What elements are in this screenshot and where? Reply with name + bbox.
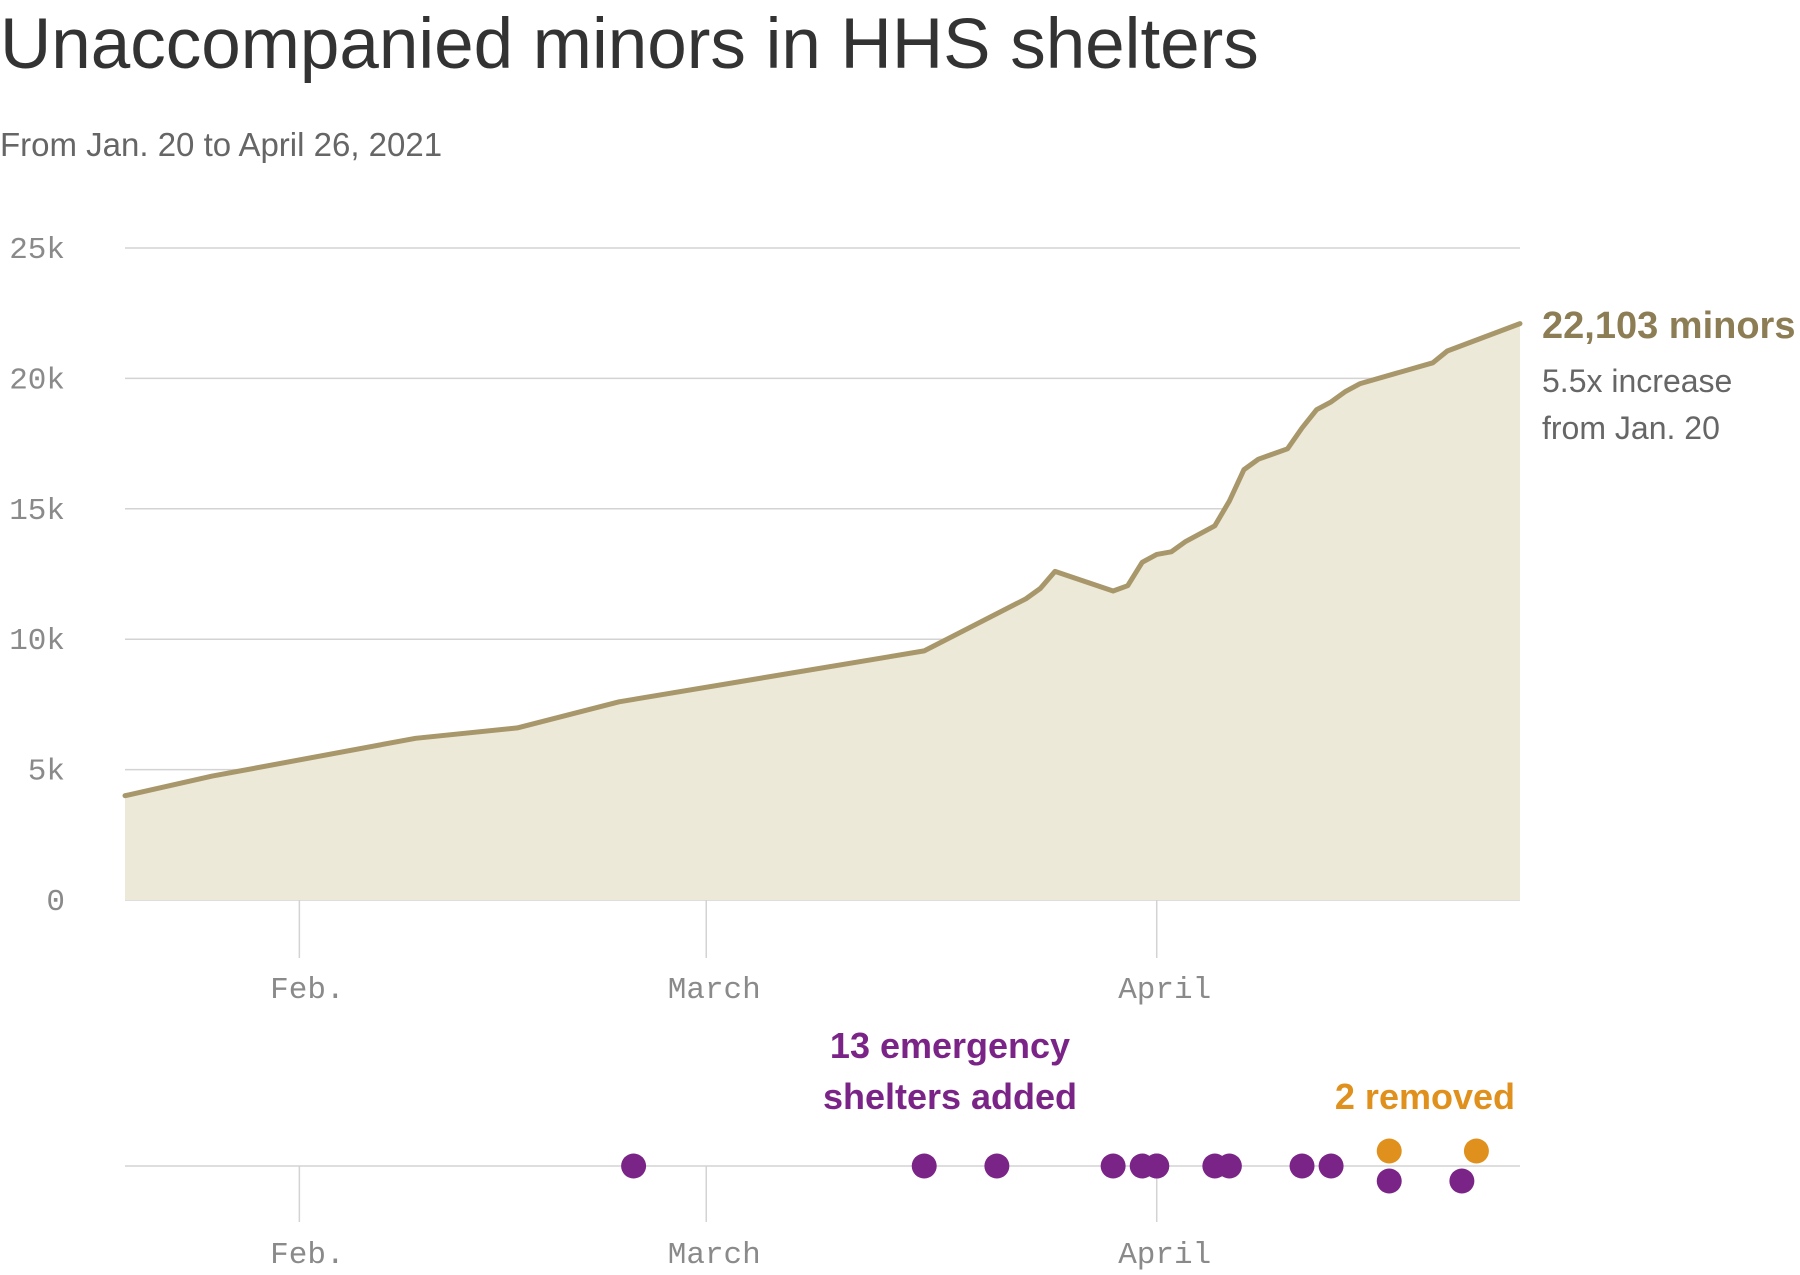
y-tick-label: 0 [46, 885, 65, 920]
x-tick-label: Feb. [270, 1238, 344, 1273]
y-tick-label: 15k [9, 494, 65, 529]
shelter-added-dot [1376, 1168, 1402, 1194]
x-tick-label: April [1118, 973, 1211, 1008]
y-axis: 0 5k 10k 15k 20k 25k [9, 233, 65, 920]
x-tick-label: Feb. [270, 973, 344, 1008]
chart-subtitle: From Jan. 20 to April 26, 2021 [0, 126, 443, 163]
shelter-added-dot [621, 1153, 647, 1179]
area-fill [125, 323, 1520, 901]
chart-title: Unaccompanied minors in HHS shelters [0, 5, 1259, 84]
shelter-removed-dot [1463, 1138, 1489, 1164]
shelter-added-dot [911, 1153, 937, 1179]
y-tick-label: 25k [9, 233, 65, 268]
y-tick-label: 20k [9, 363, 65, 398]
shelter-dots [621, 1138, 1489, 1194]
y-tick-label: 10k [9, 624, 65, 659]
added-annotation-line-2: shelters added [823, 1076, 1077, 1117]
shelter-removed-dot [1376, 1138, 1402, 1164]
end-note-line-1: 5.5x increase [1542, 363, 1732, 399]
added-annotation-line-1: 13 emergency [830, 1025, 1070, 1066]
x-tick-label: April [1118, 1238, 1211, 1273]
shelter-added-dot [1318, 1153, 1344, 1179]
y-tick-label: 5k [28, 755, 65, 790]
shelter-added-dot [1449, 1168, 1475, 1194]
end-note-line-2: from Jan. 20 [1542, 410, 1720, 446]
x-tick-label: March [668, 1238, 761, 1273]
end-value-label: 22,103 minors [1542, 305, 1795, 347]
shelter-added-dot [1289, 1153, 1315, 1179]
shelter-added-dot [984, 1153, 1010, 1179]
shelter-added-dot [1100, 1153, 1126, 1179]
x-tick-label: March [668, 973, 761, 1008]
shelter-added-dot [1144, 1153, 1170, 1179]
series-line [122, 321, 1523, 799]
shelter-x-axis: Feb. March April [270, 1166, 1211, 1273]
x-axis: Feb. March April [270, 900, 1211, 1008]
shelter-added-dot [1216, 1153, 1242, 1179]
removed-annotation: 2 removed [1335, 1076, 1515, 1117]
